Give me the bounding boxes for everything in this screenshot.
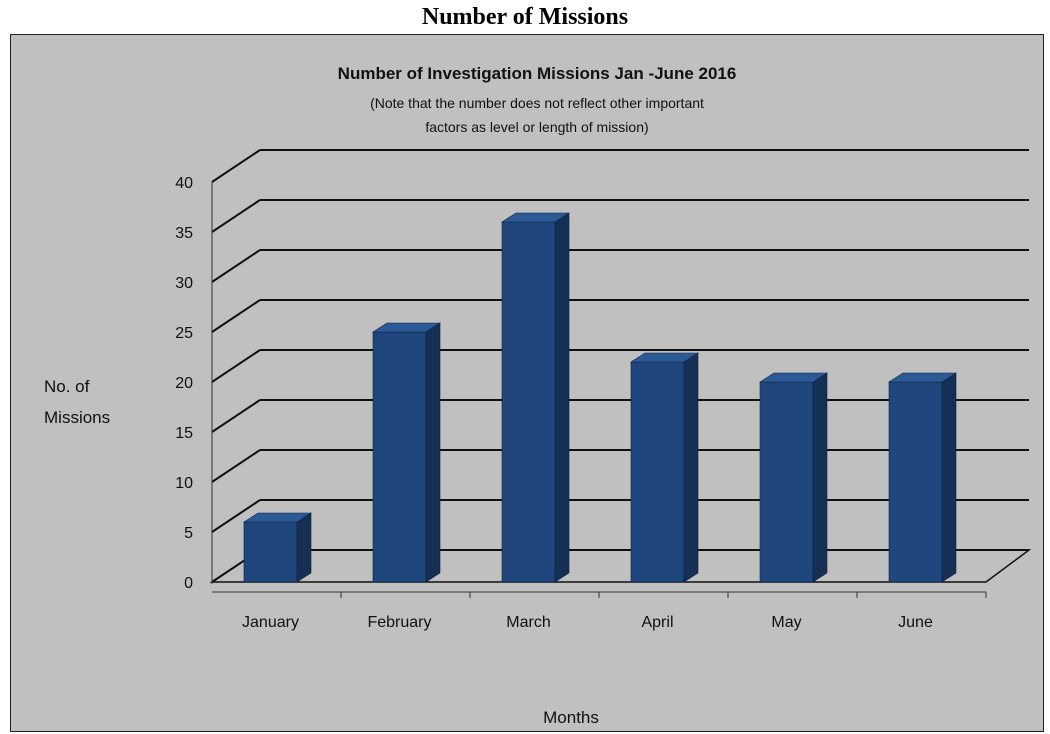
y-tick-label: 35	[175, 225, 193, 242]
gridline-diagonal	[211, 299, 261, 333]
y-tick-label: 15	[175, 425, 193, 442]
x-tick-label: March	[506, 614, 550, 631]
bar-front	[372, 331, 427, 583]
bar-top	[371, 322, 442, 333]
bar-front	[501, 221, 556, 583]
bar-chart: Number of Investigation Missions Jan -Ju…	[44, 64, 1032, 727]
x-tick-label: January	[242, 614, 299, 631]
gridline-diagonal	[211, 199, 261, 233]
y-tick-label: 5	[184, 525, 193, 542]
bars	[242, 212, 958, 583]
figure-caption: Number of Missions	[421, 4, 629, 30]
gridline-diagonal	[211, 449, 261, 483]
bar-side	[941, 372, 957, 583]
bar	[242, 512, 313, 583]
gridline-diagonal	[211, 499, 261, 533]
gridline-diagonal	[211, 399, 261, 433]
bar-front	[243, 521, 298, 583]
x-tick-label: February	[367, 614, 431, 631]
x-tick-label: April	[641, 614, 673, 631]
x-tick-label: June	[898, 614, 933, 631]
bar-front	[888, 381, 943, 583]
bar-side	[296, 512, 312, 583]
bar-top	[758, 372, 829, 383]
gridline-diagonal	[211, 149, 261, 183]
y-axis-label-line-1: No. of	[44, 377, 90, 396]
chart-title: Number of Investigation Missions Jan -Ju…	[338, 64, 737, 83]
y-axis-label-line-2: Missions	[44, 408, 110, 427]
y-tick-label: 20	[175, 375, 193, 392]
bar-front	[630, 361, 685, 583]
chart-container: Number of Investigation Missions Jan -Ju…	[10, 34, 1044, 732]
bar-side	[683, 352, 699, 583]
bar-top	[242, 512, 313, 523]
bar-side	[425, 322, 441, 583]
x-axis-label: Months	[543, 708, 599, 727]
y-tick-labels: 0 5 10 15 20 25 30 35 40	[175, 175, 193, 592]
bar	[887, 372, 958, 583]
bar	[758, 372, 829, 583]
y-tick-label: 10	[175, 475, 193, 492]
bar	[629, 352, 700, 583]
bar-side	[812, 372, 828, 583]
x-tick-labels: January February March April May June	[242, 614, 933, 631]
bar-top	[500, 212, 571, 223]
bar	[500, 212, 571, 583]
gridline-diagonal	[211, 349, 261, 383]
bar-top	[887, 372, 958, 383]
y-tick-label: 30	[175, 275, 193, 292]
bar-top	[629, 352, 700, 363]
bar-side	[554, 212, 570, 583]
bar-front	[759, 381, 814, 583]
x-tick-label: May	[771, 614, 801, 631]
bar	[371, 322, 442, 583]
y-tick-label: 40	[175, 175, 193, 192]
y-tick-label: 0	[184, 575, 193, 592]
y-tick-label: 25	[175, 325, 193, 342]
gridline-diagonal	[211, 249, 261, 283]
chart-subtitle-line-2: factors as level or length of mission)	[425, 119, 648, 135]
chart-subtitle-line-1: (Note that the number does not reflect o…	[370, 95, 704, 111]
